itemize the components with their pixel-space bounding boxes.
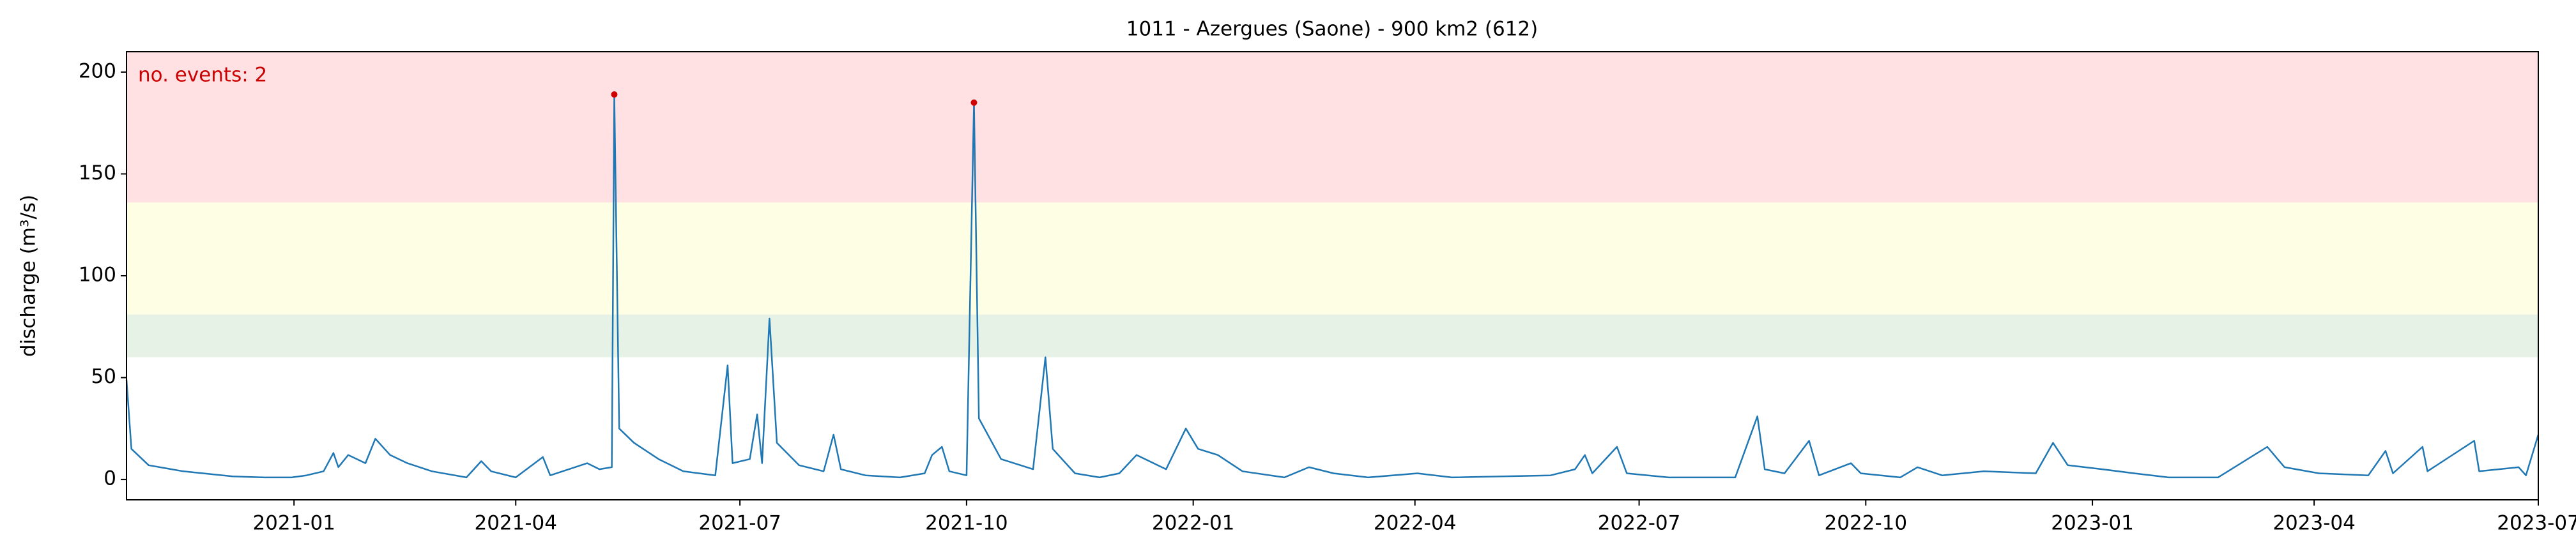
y-axis-label: discharge (m³/s) [17,195,40,357]
x-tick-label: 2021-10 [925,512,1008,535]
threshold-band [126,52,2538,203]
x-tick-label: 2022-10 [1825,512,1908,535]
x-tick-label: 2023-04 [2273,512,2356,535]
x-tick-label: 2021-04 [474,512,557,535]
y-tick-label: 200 [79,59,116,82]
x-tick-label: 2023-07 [2497,512,2576,535]
threshold-band [126,202,2538,315]
annotation: no. events: 2 [138,64,267,87]
y-tick-label: 150 [79,162,116,184]
discharge-line [125,93,2540,479]
x-tick-label: 2022-01 [1152,512,1235,535]
x-tick-label: 2023-01 [2051,512,2134,535]
y-tick-label: 0 [103,467,116,490]
x-tick-label: 2021-01 [252,512,335,535]
chart-title: 1011 - Azergues (Saone) - 900 km2 (612) [1126,18,1538,41]
y-tick-label: 50 [91,365,116,388]
event-marker [970,99,977,106]
y-tick-label: 100 [79,264,116,287]
x-tick-label: 2022-07 [1598,512,1681,535]
threshold-band [126,314,2538,357]
plot-frame [126,51,2539,500]
x-tick-label: 2022-04 [1374,512,1457,535]
event-marker [611,91,618,98]
x-tick-label: 2021-07 [698,512,781,535]
